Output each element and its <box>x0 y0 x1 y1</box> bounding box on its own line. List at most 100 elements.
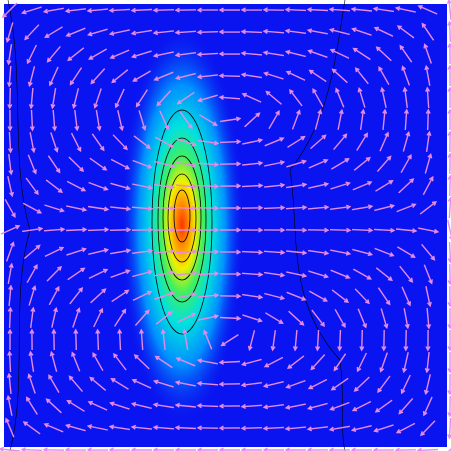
vector-arrow <box>176 270 198 276</box>
vector-arrow <box>47 155 61 174</box>
vector-arrow <box>67 267 86 281</box>
vector-arrow <box>109 401 130 410</box>
vector-arrow <box>89 376 107 391</box>
vector-arrow <box>241 183 264 189</box>
vector-arrow <box>154 355 173 369</box>
vector-arrow <box>357 87 366 108</box>
vector-arrow <box>88 268 109 280</box>
vector-arrow <box>331 289 350 303</box>
vector-arrow <box>8 284 14 307</box>
vector-arrow <box>108 424 131 431</box>
vector-arrow <box>310 354 326 371</box>
vector-arrow <box>7 262 14 285</box>
vector-arrow <box>48 66 59 87</box>
vector-arrow <box>447 352 451 374</box>
vector-arrow <box>264 271 286 278</box>
vector-arrow <box>131 227 154 233</box>
vector-arrow <box>219 315 242 321</box>
vector-arrow <box>197 205 220 211</box>
vector-arrow <box>375 267 393 282</box>
vector-arrow <box>351 204 374 211</box>
vector-arrow <box>219 161 242 167</box>
vector-arrow <box>90 68 106 85</box>
vector-arrow <box>218 381 241 387</box>
vector-arrow <box>196 358 218 365</box>
vector-arrow <box>108 447 131 451</box>
vector-arrow <box>179 111 193 130</box>
vector-arrow <box>287 135 306 148</box>
vector-arrow <box>379 131 389 152</box>
vector-arrow <box>132 183 154 190</box>
vector-arrow <box>359 108 366 130</box>
vector-arrow <box>374 399 393 413</box>
vector-arrow <box>86 424 108 431</box>
vector-arrow <box>70 132 82 153</box>
vector-arrow <box>44 246 65 258</box>
vector-arrow <box>382 108 388 130</box>
vector-arrow <box>46 265 63 282</box>
vector-arrow <box>66 180 87 192</box>
vector-arrow <box>417 5 438 15</box>
vector-arrow <box>350 6 373 12</box>
vector-arrow <box>130 401 152 409</box>
vector-arrow <box>68 375 84 393</box>
vector-arrow <box>356 352 368 373</box>
vector-arrow <box>154 270 176 277</box>
vector-arrow <box>5 22 14 43</box>
vector-arrow <box>240 29 263 35</box>
vector-arrow <box>220 205 242 211</box>
vector-arrow <box>26 44 38 65</box>
vector-arrow <box>218 73 241 79</box>
vector-arrow <box>174 447 196 451</box>
vector-arrow <box>402 86 408 108</box>
vector-arrow <box>196 380 219 386</box>
vector-arrow <box>175 161 198 168</box>
vector-arrow <box>329 401 350 411</box>
vector-arrow <box>284 49 306 58</box>
vector-arrow <box>152 402 175 409</box>
vector-arrow <box>72 307 81 328</box>
vector-arrow <box>117 110 124 132</box>
vector-arrow <box>64 447 87 451</box>
vector-arrow <box>28 87 34 110</box>
vector-arrow <box>337 108 344 130</box>
vector-arrow <box>219 249 242 255</box>
vector-arrow <box>350 425 372 432</box>
vector-arrow <box>423 264 433 285</box>
vector-arrow <box>270 330 277 352</box>
vector-arrow <box>353 156 371 171</box>
vector-arrow <box>328 447 351 451</box>
vector-arrow <box>152 424 175 430</box>
vector-arrow <box>264 160 286 167</box>
vector-arrow <box>395 422 416 434</box>
vector-arrow <box>176 292 198 299</box>
vector-arrow <box>353 376 370 392</box>
vector-arrow <box>218 359 241 365</box>
vector-arrow <box>218 447 240 451</box>
vector-arrow <box>71 351 81 372</box>
vector-arrow <box>423 43 432 64</box>
vector-arrow <box>5 241 15 262</box>
vector-arrow <box>92 352 104 372</box>
vector-arrow <box>93 307 104 328</box>
vector-arrow <box>219 116 242 123</box>
vector-arrow <box>152 30 174 36</box>
vector-arrow <box>7 350 13 373</box>
vector-arrow <box>108 29 130 36</box>
vector-arrow <box>95 109 102 132</box>
vector-arrow <box>135 89 148 108</box>
vector-arrow <box>66 399 85 412</box>
vector-arrow <box>373 26 394 37</box>
vector-arrow <box>262 404 284 410</box>
vector-arrow <box>152 379 174 388</box>
vector-arrow <box>447 330 451 352</box>
vector-arrow <box>69 67 83 86</box>
vector-arrow <box>65 227 88 233</box>
vector-arrow <box>69 286 84 305</box>
vector-arrow <box>65 27 86 37</box>
vector-arrow <box>374 247 395 257</box>
vector-arrow <box>198 314 220 321</box>
vector-arrow <box>7 176 14 198</box>
contours <box>151 109 213 335</box>
vector-arrow <box>130 447 152 451</box>
